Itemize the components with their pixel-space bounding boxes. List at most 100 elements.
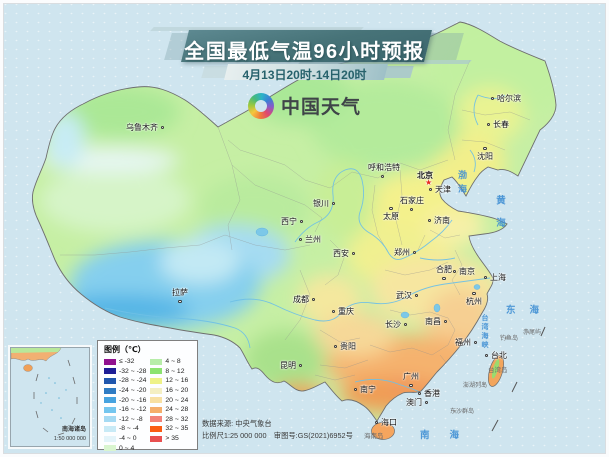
city-dot-icon: [412, 251, 416, 255]
city-dot-icon: [298, 364, 302, 368]
legend-row: 8 ~ 12: [150, 367, 188, 377]
city-dot-icon: [443, 320, 447, 324]
legend-label: 32 ~ 35: [165, 425, 189, 433]
inset-scale: 1:50 000 000: [53, 436, 86, 442]
city-name: 长沙: [385, 320, 401, 329]
city-name: 太原: [383, 212, 399, 221]
city-name: 乌鲁木齐: [126, 123, 158, 132]
city-dot-icon: [354, 388, 358, 392]
city-label: 北京 ★: [417, 172, 433, 187]
city-label: 长沙: [385, 320, 407, 329]
sea-label: 南海: [420, 430, 480, 441]
small-islands: [454, 331, 529, 412]
legend-row: -8 ~ -4: [104, 424, 146, 434]
city-dot-icon: [472, 292, 476, 296]
legend-row: 32 ~ 35: [150, 424, 188, 434]
inset-label: 南海诸岛: [61, 427, 86, 433]
city-label: 广州: [403, 372, 419, 387]
island-label: 东沙群岛: [450, 409, 475, 415]
city-dot-icon: [403, 323, 407, 327]
city-label: 济南: [428, 216, 450, 225]
legend-label: 16 ~ 20: [165, 387, 189, 395]
legend-label: 0 ~ 4: [119, 444, 135, 452]
city-label: 南宁: [354, 386, 376, 394]
city-dot-icon: [178, 299, 182, 303]
south-china-sea-inset: 南海诸岛 1:50 000 000: [10, 347, 90, 447]
legend-row: ≤ -32: [104, 357, 146, 367]
legend-label: -8 ~ -4: [119, 425, 139, 433]
city-dot-icon: [473, 341, 477, 345]
legend-swatch: [150, 397, 163, 404]
legend-swatch: [104, 387, 116, 394]
city-label: 合肥: [436, 266, 452, 280]
city-label: 武汉: [396, 291, 418, 300]
city-name: 郑州: [394, 248, 410, 257]
city-dot-icon: [351, 252, 355, 256]
city-dot-icon: [429, 188, 433, 192]
legend-row: -16 ~ -12: [104, 405, 146, 415]
city-name: 香港: [424, 389, 440, 398]
city-dot-icon: [299, 238, 303, 242]
city-label: 兰州: [299, 235, 321, 244]
city-name: 天津: [435, 185, 451, 194]
beijing-star-icon: ★: [425, 178, 433, 187]
legend-label: -4 ~ 0: [119, 435, 137, 443]
legend-swatch: [104, 377, 116, 384]
inset-dash-line: [33, 359, 78, 436]
city-name: 兰州: [305, 235, 321, 244]
city-name: 银川: [313, 199, 329, 208]
city-name: 呼和浩特: [368, 163, 400, 172]
city-dot-icon: [453, 270, 457, 274]
city-name: 武汉: [396, 291, 412, 300]
legend-swatch: [150, 368, 163, 375]
city-name: 杭州: [466, 297, 482, 306]
legend-label: 4 ~ 8: [165, 358, 181, 366]
city-dot-icon: [424, 401, 428, 405]
city-name: 沈阳: [477, 152, 493, 161]
legend-row: -12 ~ -8: [104, 415, 146, 425]
legend-label: -24 ~ -20: [119, 387, 147, 395]
sea-label: 台湾海峡: [481, 314, 488, 350]
legend-label: -32 ~ -28: [119, 367, 147, 375]
legend-swatch: [150, 425, 163, 432]
legend-row: -32 ~ -28: [104, 367, 146, 377]
city-dot-icon: [418, 392, 422, 396]
city-name: 福州: [455, 338, 471, 347]
legend-label: 12 ~ 16: [165, 377, 189, 385]
legend-swatch: [150, 406, 163, 413]
legend-label: > 35: [165, 435, 179, 443]
city-name: 澳门: [406, 398, 422, 407]
city-dot-icon: [414, 294, 418, 298]
forecast-period: 4月13日20时-14日20时: [242, 68, 367, 82]
city-dot-icon: [491, 97, 495, 101]
city-label: 贵阳: [334, 343, 356, 351]
city-name: 昆明: [280, 361, 296, 370]
pinwheel-logo-icon: [247, 92, 274, 119]
legend-swatch: [150, 387, 163, 394]
city-label: 西宁: [281, 218, 303, 226]
legend-row: 20 ~ 24: [150, 395, 188, 405]
city-name: 济南: [434, 216, 450, 225]
legend-label: ≤ -32: [119, 358, 135, 366]
city-name: 广州: [403, 372, 419, 381]
city-label: 石家庄: [400, 197, 424, 211]
legend-swatch: [104, 425, 116, 432]
city-dot-icon: [484, 276, 488, 280]
city-dot-icon: [299, 220, 303, 224]
city-dot-icon: [389, 207, 393, 211]
city-label: 乌鲁木齐: [126, 123, 164, 132]
legend-swatch: [104, 406, 116, 413]
city-label: 拉萨: [172, 289, 188, 303]
city-name: 南京: [459, 267, 475, 276]
legend-swatch: [104, 368, 116, 375]
legend-label: 28 ~ 32: [165, 415, 189, 423]
city-name: 海口: [381, 418, 397, 427]
city-label: 澳门: [406, 398, 428, 407]
legend-label: 24 ~ 28: [165, 406, 189, 414]
legend-label: 8 ~ 12: [165, 367, 185, 375]
city-label: 南京: [453, 267, 475, 276]
legend-swatch: [104, 435, 116, 442]
